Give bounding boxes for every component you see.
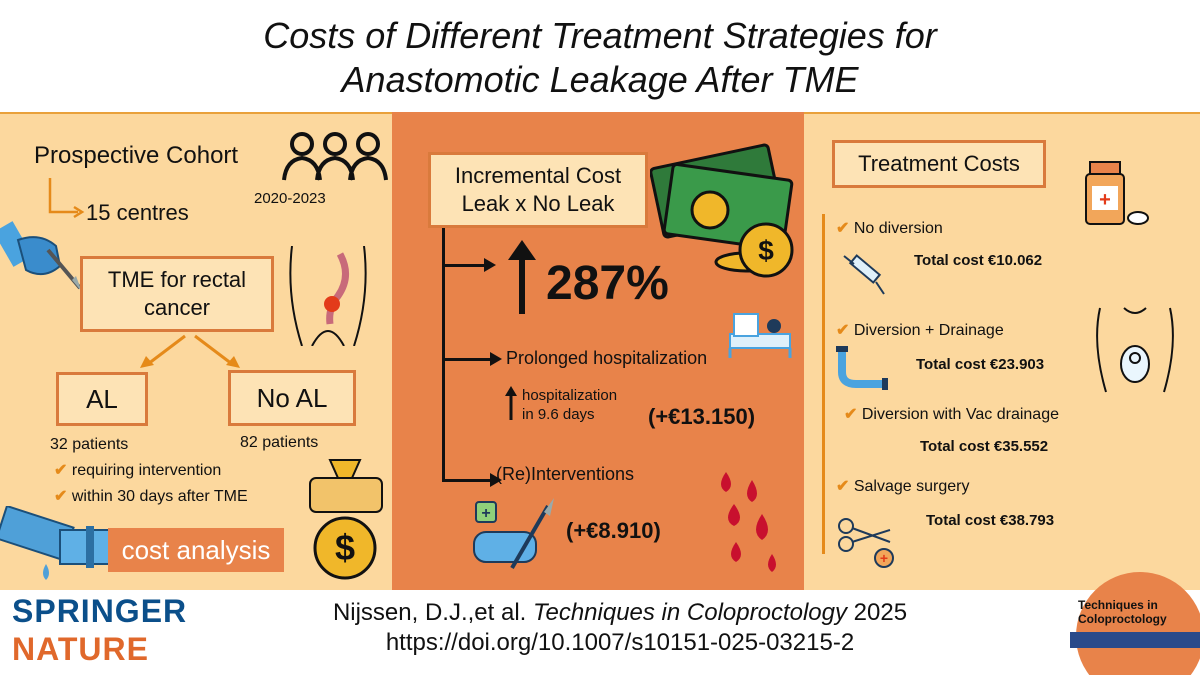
ostomy-bag-icon	[1096, 307, 1174, 393]
citation-line-1: Nijssen, D.J.,et al. Techniques in Colop…	[240, 598, 1000, 628]
tree-branch-1	[442, 264, 484, 267]
journal-logo: Techniques in Coloproctology	[1070, 560, 1200, 675]
treatment-total-2: Total cost €23.903	[916, 356, 1045, 373]
syringe-icon	[843, 254, 885, 295]
al-patients: 32 patients	[50, 436, 129, 453]
page-title: Costs of Different Treatment Strategies …	[0, 14, 1200, 102]
criteria-item-1: ✔ requiring intervention	[54, 460, 221, 480]
treatment-label-4: Salvage surgery	[853, 478, 970, 495]
citation-year: 2025	[853, 599, 908, 626]
surgical-scissors-icon: +	[838, 518, 894, 568]
treatment-total-4: Total cost €38.793	[926, 512, 1055, 529]
leaking-pipe-icon	[0, 506, 111, 580]
cost-analysis-label: cost analysis	[121, 534, 271, 565]
treatment-timeline-line	[822, 214, 825, 554]
tree-arrow-2	[490, 352, 502, 366]
hospitalization-cost: (+€13.150)	[648, 404, 756, 429]
tree-arrow-1	[484, 258, 496, 272]
increase-arrow-icon	[508, 240, 536, 314]
no-al-label: No AL	[256, 382, 328, 413]
incremental-cost-box: Incremental Cost Leak x No Leak	[428, 152, 648, 228]
branch-arrows-icon	[140, 334, 240, 368]
hospital-bed-icon	[728, 313, 792, 358]
springer-nature-logo: SPRINGER NATURE	[12, 592, 187, 668]
tree-branch-2	[442, 358, 490, 361]
small-up-arrow-icon	[505, 386, 517, 420]
treatment-costs-box: Treatment Costs	[832, 140, 1046, 188]
journal-logo-line-2: Coloproctology	[1078, 612, 1167, 626]
people-group-icon	[282, 132, 388, 181]
title-line-2: Anastomotic Leakage After TME	[341, 59, 859, 100]
citation-authors: Nijssen, D.J.,et al.	[332, 599, 527, 626]
journal-logo-line-1: Techniques in	[1078, 598, 1158, 612]
check-icon: ✔	[54, 462, 68, 479]
hospitalization-detail: hospitalization in 9.6 days	[522, 386, 617, 424]
al-label: AL	[86, 383, 118, 414]
criteria-text-1: requiring intervention	[71, 462, 222, 479]
reinterventions-label: (Re)Interventions	[496, 464, 635, 484]
elbow-arrow-icon	[48, 178, 85, 219]
svg-text:$: $	[758, 235, 774, 266]
treatment-total-1: Total cost €10.062	[914, 252, 1043, 269]
criteria-text-2: within 30 days after TME	[71, 488, 248, 505]
svg-text:+: +	[481, 505, 490, 522]
surgical-tools-icon: +	[473, 498, 554, 570]
tree-arrow-3	[490, 473, 502, 487]
hosp-line-1: hospitalization	[522, 387, 618, 404]
treatment-item-diversion-drainage: ✔ Diversion + Drainage	[836, 320, 1004, 340]
tree-branch-3	[442, 479, 490, 482]
no-al-box: No AL	[228, 370, 356, 426]
drain-pipe-icon	[836, 346, 888, 390]
tme-box: TME for rectal cancer	[80, 256, 274, 332]
nature-text: NATURE	[12, 631, 149, 667]
citation-journal: Techniques in Coloproctology	[533, 599, 847, 626]
al-box: AL	[56, 372, 148, 426]
incremental-line-1: Incremental Cost	[454, 163, 622, 188]
criteria-item-2: ✔ within 30 days after TME	[54, 486, 248, 506]
treatment-label-3: Diversion with Vac drainage	[861, 406, 1059, 423]
citation-doi[interactable]: https://doi.org/10.1007/s10151-025-03215…	[385, 629, 855, 656]
money-bag-icon: $	[309, 459, 383, 580]
tree-vertical-line	[442, 228, 445, 482]
hosp-line-2: in 9.6 days	[522, 406, 595, 423]
treatment-label-1: No diversion	[853, 220, 943, 237]
title-line-1: Costs of Different Treatment Strategies …	[263, 15, 937, 56]
tme-label: TME for rectal cancer	[107, 267, 247, 320]
check-icon: ✔	[844, 406, 858, 423]
cost-analysis-box: cost analysis	[108, 528, 284, 572]
treatment-label-2: Diversion + Drainage	[853, 322, 1004, 339]
money-stack-icon: $	[650, 143, 794, 278]
check-icon: ✔	[836, 478, 850, 495]
incremental-line-2: Leak x No Leak	[461, 191, 615, 216]
treatment-item-vac-drainage: ✔ Diversion with Vac drainage	[844, 404, 1059, 424]
centres-label: 15 centres	[86, 200, 189, 225]
treatment-item-no-diversion: ✔ No diversion	[836, 218, 943, 238]
svg-text:$: $	[335, 527, 355, 568]
medicine-bottle-icon: +	[1085, 161, 1149, 225]
svg-text:+: +	[1099, 189, 1111, 211]
treatment-item-salvage-surgery: ✔ Salvage surgery	[836, 476, 969, 496]
journal-logo-graphic	[1070, 572, 1200, 675]
pelvis-anatomy-icon	[289, 246, 367, 346]
journal-logo-text: Techniques in Coloproctology	[1078, 598, 1167, 626]
check-icon: ✔	[54, 488, 68, 505]
check-icon: ✔	[836, 220, 850, 237]
no-al-patients: 82 patients	[240, 434, 319, 451]
surgeon-hand-icon	[0, 221, 82, 292]
reintervention-cost: (+€8.910)	[566, 518, 661, 543]
percent-increase: 287%	[546, 257, 669, 310]
blood-drops-icon	[721, 472, 776, 572]
treatment-costs-heading: Treatment Costs	[858, 151, 1020, 176]
svg-text:+: +	[880, 550, 888, 566]
treatment-total-3: Total cost €35.552	[920, 438, 1049, 455]
years-label: 2020-2023	[254, 190, 326, 207]
check-icon: ✔	[836, 322, 850, 339]
cohort-label: Prospective Cohort	[34, 142, 239, 169]
citation: Nijssen, D.J.,et al. Techniques in Colop…	[240, 598, 1000, 658]
prolonged-label: Prolonged hospitalization	[506, 348, 708, 368]
springer-text: SPRINGER	[12, 593, 188, 629]
